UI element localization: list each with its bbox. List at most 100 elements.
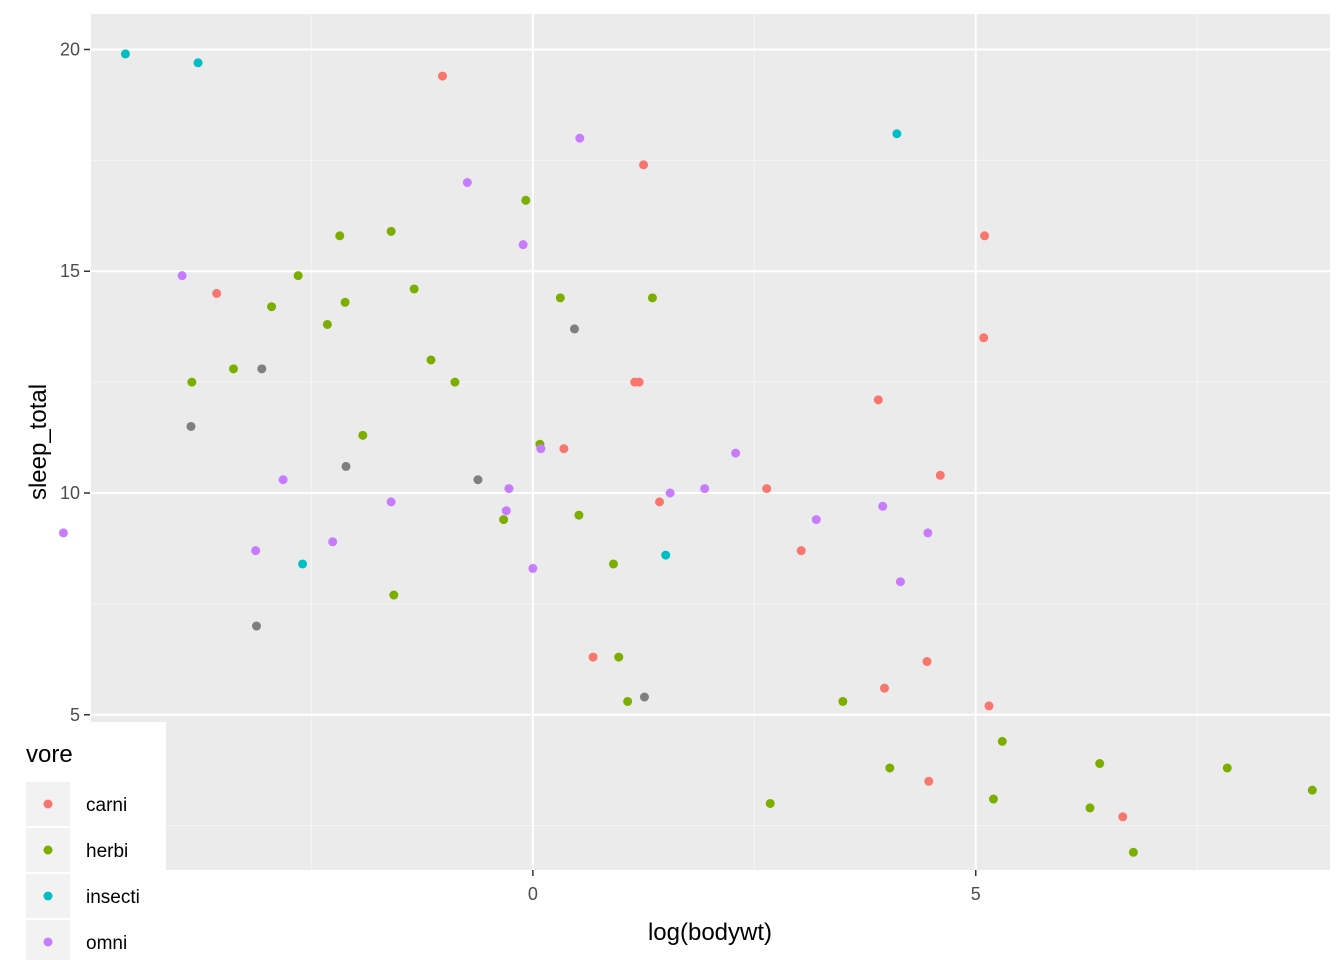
data-point-herbi bbox=[358, 430, 368, 440]
data-point-omni bbox=[665, 488, 675, 498]
data-point-omni bbox=[386, 497, 396, 507]
data-point-carni bbox=[639, 160, 649, 170]
data-point-herbi bbox=[499, 515, 509, 525]
data-point-omni bbox=[528, 563, 538, 573]
legend-title: vore bbox=[26, 741, 73, 768]
legend: vore carni herbi insecti omni bbox=[14, 722, 166, 960]
y-tick-label: 5 bbox=[70, 705, 80, 725]
data-point-insecti bbox=[661, 550, 671, 560]
data-point-omni bbox=[278, 475, 288, 485]
data-points bbox=[58, 49, 1317, 857]
legend-key-insecti bbox=[43, 891, 53, 901]
data-point-herbi bbox=[988, 794, 998, 804]
data-point-omni bbox=[923, 528, 933, 538]
y-axis-ticks: 5 10 15 20 bbox=[60, 39, 90, 725]
data-point-herbi bbox=[386, 226, 396, 236]
data-point-herbi bbox=[1095, 759, 1105, 769]
data-point-herbi bbox=[614, 652, 624, 662]
data-point-omni bbox=[501, 506, 511, 516]
data-point-carni bbox=[438, 71, 448, 81]
legend-label-herbi: herbi bbox=[86, 841, 128, 862]
data-point-carni bbox=[559, 444, 569, 454]
data-point-na bbox=[252, 621, 262, 631]
data-point-omni bbox=[328, 537, 338, 547]
legend-label-insecti: insecti bbox=[86, 887, 140, 908]
data-point-herbi bbox=[997, 736, 1007, 746]
data-point-na bbox=[639, 692, 649, 702]
y-axis-title: sleep_total bbox=[25, 384, 52, 500]
data-point-na bbox=[569, 324, 579, 334]
legend-key-carni bbox=[43, 799, 53, 809]
data-point-omni bbox=[518, 240, 528, 250]
data-point-herbi bbox=[608, 559, 618, 569]
data-point-omni bbox=[58, 528, 68, 538]
data-point-omni bbox=[811, 515, 821, 525]
data-point-carni bbox=[979, 333, 989, 343]
data-point-omni bbox=[177, 271, 187, 281]
data-point-herbi bbox=[450, 377, 460, 387]
data-point-herbi bbox=[555, 293, 565, 303]
data-point-herbi bbox=[335, 231, 345, 241]
data-point-insecti bbox=[892, 129, 902, 139]
legend-key-herbi bbox=[43, 845, 53, 855]
data-point-na bbox=[257, 364, 267, 374]
data-point-na bbox=[341, 461, 351, 471]
data-point-insecti bbox=[120, 49, 130, 59]
data-point-omni bbox=[895, 577, 905, 587]
data-point-omni bbox=[504, 484, 514, 494]
data-point-herbi bbox=[765, 798, 775, 808]
data-point-carni bbox=[588, 652, 598, 662]
data-point-carni bbox=[879, 683, 889, 693]
data-point-herbi bbox=[647, 293, 657, 303]
data-point-herbi bbox=[1222, 763, 1232, 773]
data-point-herbi bbox=[228, 364, 238, 374]
data-point-carni bbox=[655, 497, 665, 507]
data-point-omni bbox=[575, 133, 585, 143]
data-point-herbi bbox=[838, 696, 848, 706]
data-point-insecti bbox=[298, 559, 308, 569]
y-tick-label: 15 bbox=[60, 261, 80, 281]
data-point-herbi bbox=[426, 355, 436, 365]
legend-items: carni herbi insecti omni bbox=[26, 782, 140, 960]
data-point-omni bbox=[251, 546, 261, 556]
data-point-herbi bbox=[521, 195, 531, 205]
data-point-omni bbox=[731, 448, 741, 458]
data-point-carni bbox=[873, 395, 883, 405]
data-point-na bbox=[186, 421, 196, 431]
data-point-herbi bbox=[1128, 847, 1138, 857]
data-point-omni bbox=[536, 444, 546, 454]
y-tick-label: 20 bbox=[60, 39, 80, 59]
data-point-herbi bbox=[885, 763, 895, 773]
data-point-carni bbox=[984, 701, 994, 711]
data-point-herbi bbox=[409, 284, 419, 294]
data-point-herbi bbox=[1085, 803, 1095, 813]
major-gridlines bbox=[89, 14, 1330, 870]
data-point-herbi bbox=[340, 297, 350, 307]
x-tick-label: 0 bbox=[528, 884, 538, 904]
data-point-carni bbox=[1118, 812, 1128, 822]
data-point-herbi bbox=[293, 271, 303, 281]
data-point-herbi bbox=[389, 590, 399, 600]
data-point-herbi bbox=[187, 377, 197, 387]
data-point-herbi bbox=[322, 319, 332, 329]
data-point-carni bbox=[922, 657, 932, 667]
data-point-omni bbox=[462, 178, 472, 188]
data-point-carni bbox=[630, 377, 640, 387]
data-point-carni bbox=[924, 776, 934, 786]
legend-key-omni bbox=[43, 937, 53, 947]
minor-gridlines bbox=[90, 14, 1330, 870]
legend-label-carni: carni bbox=[86, 795, 127, 816]
data-point-herbi bbox=[623, 696, 633, 706]
data-point-carni bbox=[762, 484, 772, 494]
data-point-carni bbox=[980, 231, 990, 241]
y-tick-label: 10 bbox=[60, 483, 80, 503]
data-point-herbi bbox=[1307, 785, 1317, 795]
data-point-herbi bbox=[574, 510, 584, 520]
data-point-carni bbox=[935, 470, 945, 480]
x-axis-ticks: 505 bbox=[85, 870, 981, 904]
x-tick-label: 5 bbox=[971, 884, 981, 904]
legend-label-omni: omni bbox=[86, 933, 127, 954]
data-point-herbi bbox=[267, 302, 277, 312]
data-point-insecti bbox=[193, 58, 203, 68]
x-axis-title: log(bodywt) bbox=[648, 919, 772, 946]
